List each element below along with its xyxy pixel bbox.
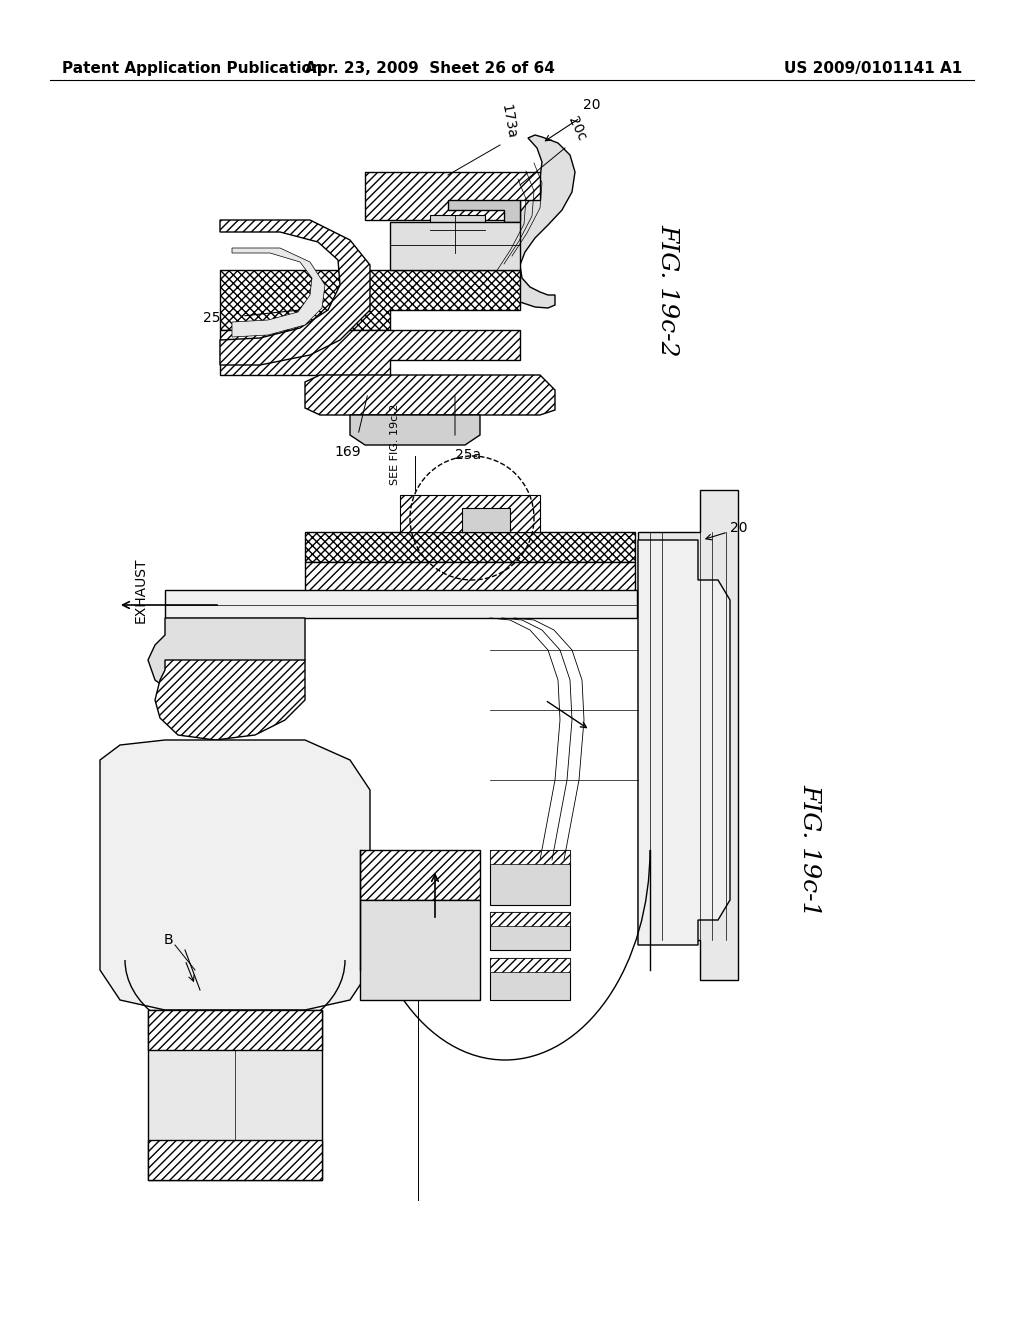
Text: B: B xyxy=(163,933,173,946)
Polygon shape xyxy=(305,562,635,591)
Text: 25a: 25a xyxy=(455,447,481,462)
Text: 20: 20 xyxy=(730,521,748,535)
Polygon shape xyxy=(449,201,520,222)
Polygon shape xyxy=(490,850,570,865)
Polygon shape xyxy=(462,508,510,532)
Polygon shape xyxy=(100,741,370,1010)
Polygon shape xyxy=(148,1140,322,1180)
Text: FIG. 19c-1: FIG. 19c-1 xyxy=(799,784,821,916)
Polygon shape xyxy=(148,1010,322,1049)
Text: 25: 25 xyxy=(203,312,220,325)
Polygon shape xyxy=(490,912,570,927)
Polygon shape xyxy=(305,375,555,414)
Text: SEE FIG. 19c-2: SEE FIG. 19c-2 xyxy=(390,404,400,484)
FancyBboxPatch shape xyxy=(490,912,570,950)
Polygon shape xyxy=(305,532,635,562)
FancyBboxPatch shape xyxy=(490,958,570,1001)
Polygon shape xyxy=(360,900,480,1001)
Polygon shape xyxy=(350,414,480,445)
Polygon shape xyxy=(638,540,730,945)
Polygon shape xyxy=(220,271,520,330)
Text: FIG. 19c-2: FIG. 19c-2 xyxy=(656,224,680,356)
Polygon shape xyxy=(360,850,480,900)
Polygon shape xyxy=(365,172,540,220)
Polygon shape xyxy=(390,222,520,271)
Polygon shape xyxy=(498,135,575,308)
Text: EXHAUST: EXHAUST xyxy=(134,557,148,623)
Text: 20: 20 xyxy=(583,98,600,112)
FancyBboxPatch shape xyxy=(490,850,570,906)
Text: 169: 169 xyxy=(335,445,361,459)
Polygon shape xyxy=(400,495,540,532)
Polygon shape xyxy=(148,1010,322,1180)
Polygon shape xyxy=(165,590,637,618)
Text: Apr. 23, 2009  Sheet 26 of 64: Apr. 23, 2009 Sheet 26 of 64 xyxy=(305,61,555,75)
Polygon shape xyxy=(148,618,305,700)
Polygon shape xyxy=(155,660,305,741)
Polygon shape xyxy=(232,248,325,337)
Polygon shape xyxy=(220,330,520,375)
Polygon shape xyxy=(220,220,370,366)
Polygon shape xyxy=(638,490,738,979)
Text: 173a: 173a xyxy=(498,103,518,140)
Text: Patent Application Publication: Patent Application Publication xyxy=(62,61,323,75)
Polygon shape xyxy=(490,958,570,972)
Text: 20c: 20c xyxy=(565,115,589,143)
FancyBboxPatch shape xyxy=(430,215,485,253)
Text: US 2009/0101141 A1: US 2009/0101141 A1 xyxy=(783,61,962,75)
